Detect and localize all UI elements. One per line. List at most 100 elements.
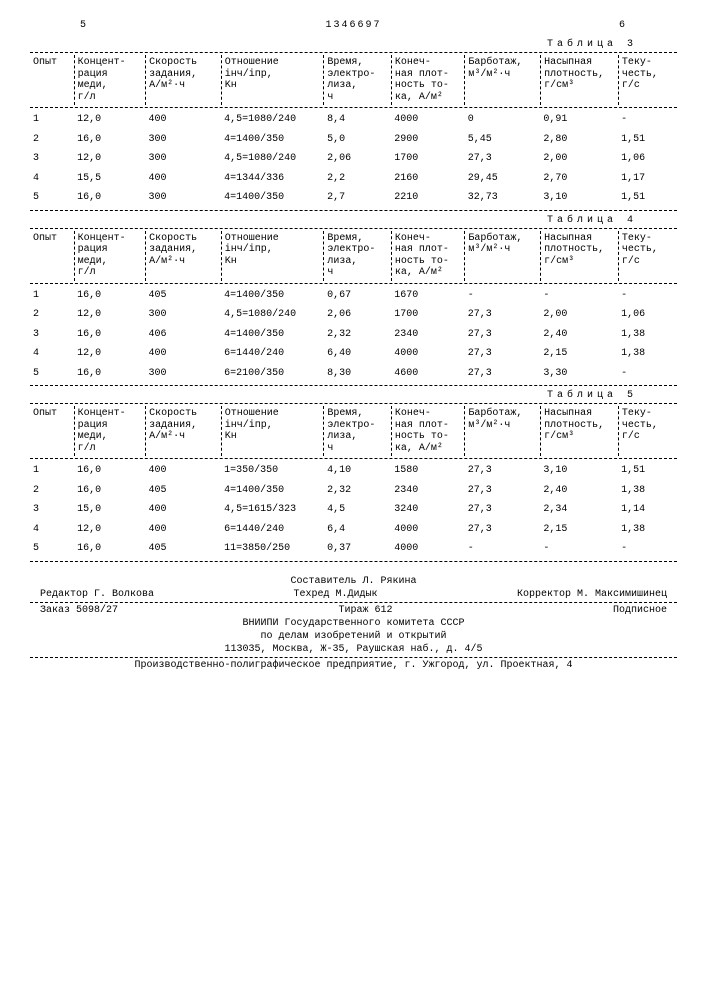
org-line-2: по делам изобретений и открытий — [30, 631, 677, 642]
table-row: 216,04054=1400/3502,32234027,32,401,38 — [30, 481, 677, 501]
table5-caption: Таблица 5 — [30, 390, 677, 401]
cell: 6=2100/350 — [221, 364, 324, 384]
cell: 405 — [146, 539, 222, 559]
circulation: Тираж 612 — [338, 605, 392, 616]
cell: 400 — [146, 169, 222, 189]
rule — [30, 385, 677, 386]
cell: 12,0 — [74, 110, 145, 130]
cell: 1,06 — [618, 149, 677, 169]
cell: 16,0 — [74, 188, 145, 208]
table-5: ОпытКонцент- рация меди, г/лСкорость зад… — [30, 406, 677, 456]
table-row: 516,03006=2100/3508,30460027,33,30- — [30, 364, 677, 384]
cell: 12,0 — [74, 520, 145, 540]
rule — [30, 561, 677, 562]
col-header: Концент- рация меди, г/л — [74, 55, 146, 105]
compiler: Составитель Л. Рякина — [30, 576, 677, 587]
cell: 300 — [146, 130, 222, 150]
table-row: 116,04001=350/3504,10158027,33,101,51 — [30, 461, 677, 481]
cell: 27,3 — [465, 481, 541, 501]
cell: 300 — [146, 188, 222, 208]
cell: 4,5=1080/240 — [221, 110, 324, 130]
cell: 3 — [30, 149, 74, 169]
cell: 1,17 — [618, 169, 677, 189]
cell: 2340 — [391, 481, 465, 501]
cell: 4600 — [391, 364, 465, 384]
col-header: Время, электро- лиза, ч — [324, 55, 391, 105]
cell: 16,0 — [74, 130, 145, 150]
cell: 27,3 — [465, 325, 541, 345]
order-num: Заказ 5098/27 — [40, 605, 118, 616]
table3-caption: Таблица 3 — [30, 39, 677, 50]
cell: 6=1440/240 — [221, 520, 324, 540]
cell: 2160 — [391, 169, 465, 189]
doc-number: 1346697 — [325, 20, 381, 31]
cell: 4,10 — [324, 461, 391, 481]
footer-block: Составитель Л. Рякина Редактор Г. Волков… — [30, 576, 677, 671]
table-row: 216,03004=1400/3505,029005,452,801,51 — [30, 130, 677, 150]
rule — [30, 210, 677, 211]
cell: 4=1400/350 — [221, 188, 324, 208]
cell: 27,3 — [465, 364, 541, 384]
table-3: ОпытКонцент- рация меди, г/лСкорость зад… — [30, 55, 677, 105]
cell: 27,3 — [465, 461, 541, 481]
table-row: 516,03004=1400/3502,7221032,733,101,51 — [30, 188, 677, 208]
cell: 1,38 — [618, 325, 677, 345]
col-header: Скорость задания, А/м²·ч — [146, 231, 222, 281]
table-row: 412,04006=1440/2406,40400027,32,151,38 — [30, 344, 677, 364]
col-header: Конеч- ная плот- ность то- ка, А/м² — [391, 231, 465, 281]
cell: 12,0 — [74, 344, 145, 364]
col-header: Время, электро- лиза, ч — [324, 231, 391, 281]
cell: 16,0 — [74, 539, 145, 559]
cell: 405 — [146, 481, 222, 501]
col-header: Концент- рация меди, г/л — [74, 231, 146, 281]
cell: 4000 — [391, 520, 465, 540]
cell: 2,40 — [540, 481, 618, 501]
col-header: Опыт — [30, 231, 74, 281]
rule — [30, 602, 677, 603]
cell: 3 — [30, 500, 74, 520]
cell: 1670 — [391, 286, 465, 306]
cell: - — [618, 364, 677, 384]
tech-editor: Техред М.Дидык — [293, 589, 377, 600]
cell: 1700 — [391, 149, 465, 169]
cell: 1,38 — [618, 481, 677, 501]
table-5-body: 116,04001=350/3504,10158027,33,101,512 16… — [30, 461, 677, 559]
rule — [30, 657, 677, 658]
table-row: 116,04054=1400/3500,671670--- — [30, 286, 677, 306]
cell: 27,3 — [465, 520, 541, 540]
table-3-body: 112,04004,5=1080/2408,4400000,91-216,030… — [30, 110, 677, 208]
cell: 5 — [30, 364, 74, 384]
address-2: Производственно-полиграфическое предприя… — [30, 660, 677, 671]
table-row: 112,04004,5=1080/2408,4400000,91- — [30, 110, 677, 130]
col-header: Конеч- ная плот- ность то- ка, А/м² — [391, 55, 465, 105]
table-4-body: 116,04054=1400/3500,671670---212,03004,5… — [30, 286, 677, 384]
cell: 1580 — [391, 461, 465, 481]
col-header: Насыпная плотность, г/см³ — [541, 231, 619, 281]
col-header: Барботаж, м³/м²·ч — [465, 231, 541, 281]
rule — [30, 52, 677, 53]
cell: 400 — [146, 344, 222, 364]
cell: 5,0 — [324, 130, 391, 150]
cell: 2,32 — [324, 325, 391, 345]
cell: 400 — [146, 110, 222, 130]
cell: 405 — [146, 286, 222, 306]
col-header: Опыт — [30, 55, 74, 105]
cell: 2,06 — [324, 149, 391, 169]
table-row: 316,04064=1400/3502,32234027,32,401,38 — [30, 325, 677, 345]
cell: 2 — [30, 481, 74, 501]
cell: - — [540, 539, 618, 559]
cell: 2,00 — [540, 149, 618, 169]
proofreader: Корректор М. Максимишинец — [517, 589, 667, 600]
col-header: Скорость задания, А/м²·ч — [146, 55, 222, 105]
cell: - — [465, 539, 541, 559]
col-header: Скорость задания, А/м²·ч — [146, 406, 222, 456]
col-header: Время, электро- лиза, ч — [324, 406, 391, 456]
cell: 1,38 — [618, 520, 677, 540]
cell: 2,00 — [540, 305, 618, 325]
table-row: 312,03004,5=1080/2402,06170027,32,001,06 — [30, 149, 677, 169]
cell: 2,7 — [324, 188, 391, 208]
editor: Редактор Г. Волкова — [40, 589, 154, 600]
cell: 1,38 — [618, 344, 677, 364]
col-header: Концент- рация меди, г/л — [74, 406, 146, 456]
cell: 4000 — [391, 110, 465, 130]
